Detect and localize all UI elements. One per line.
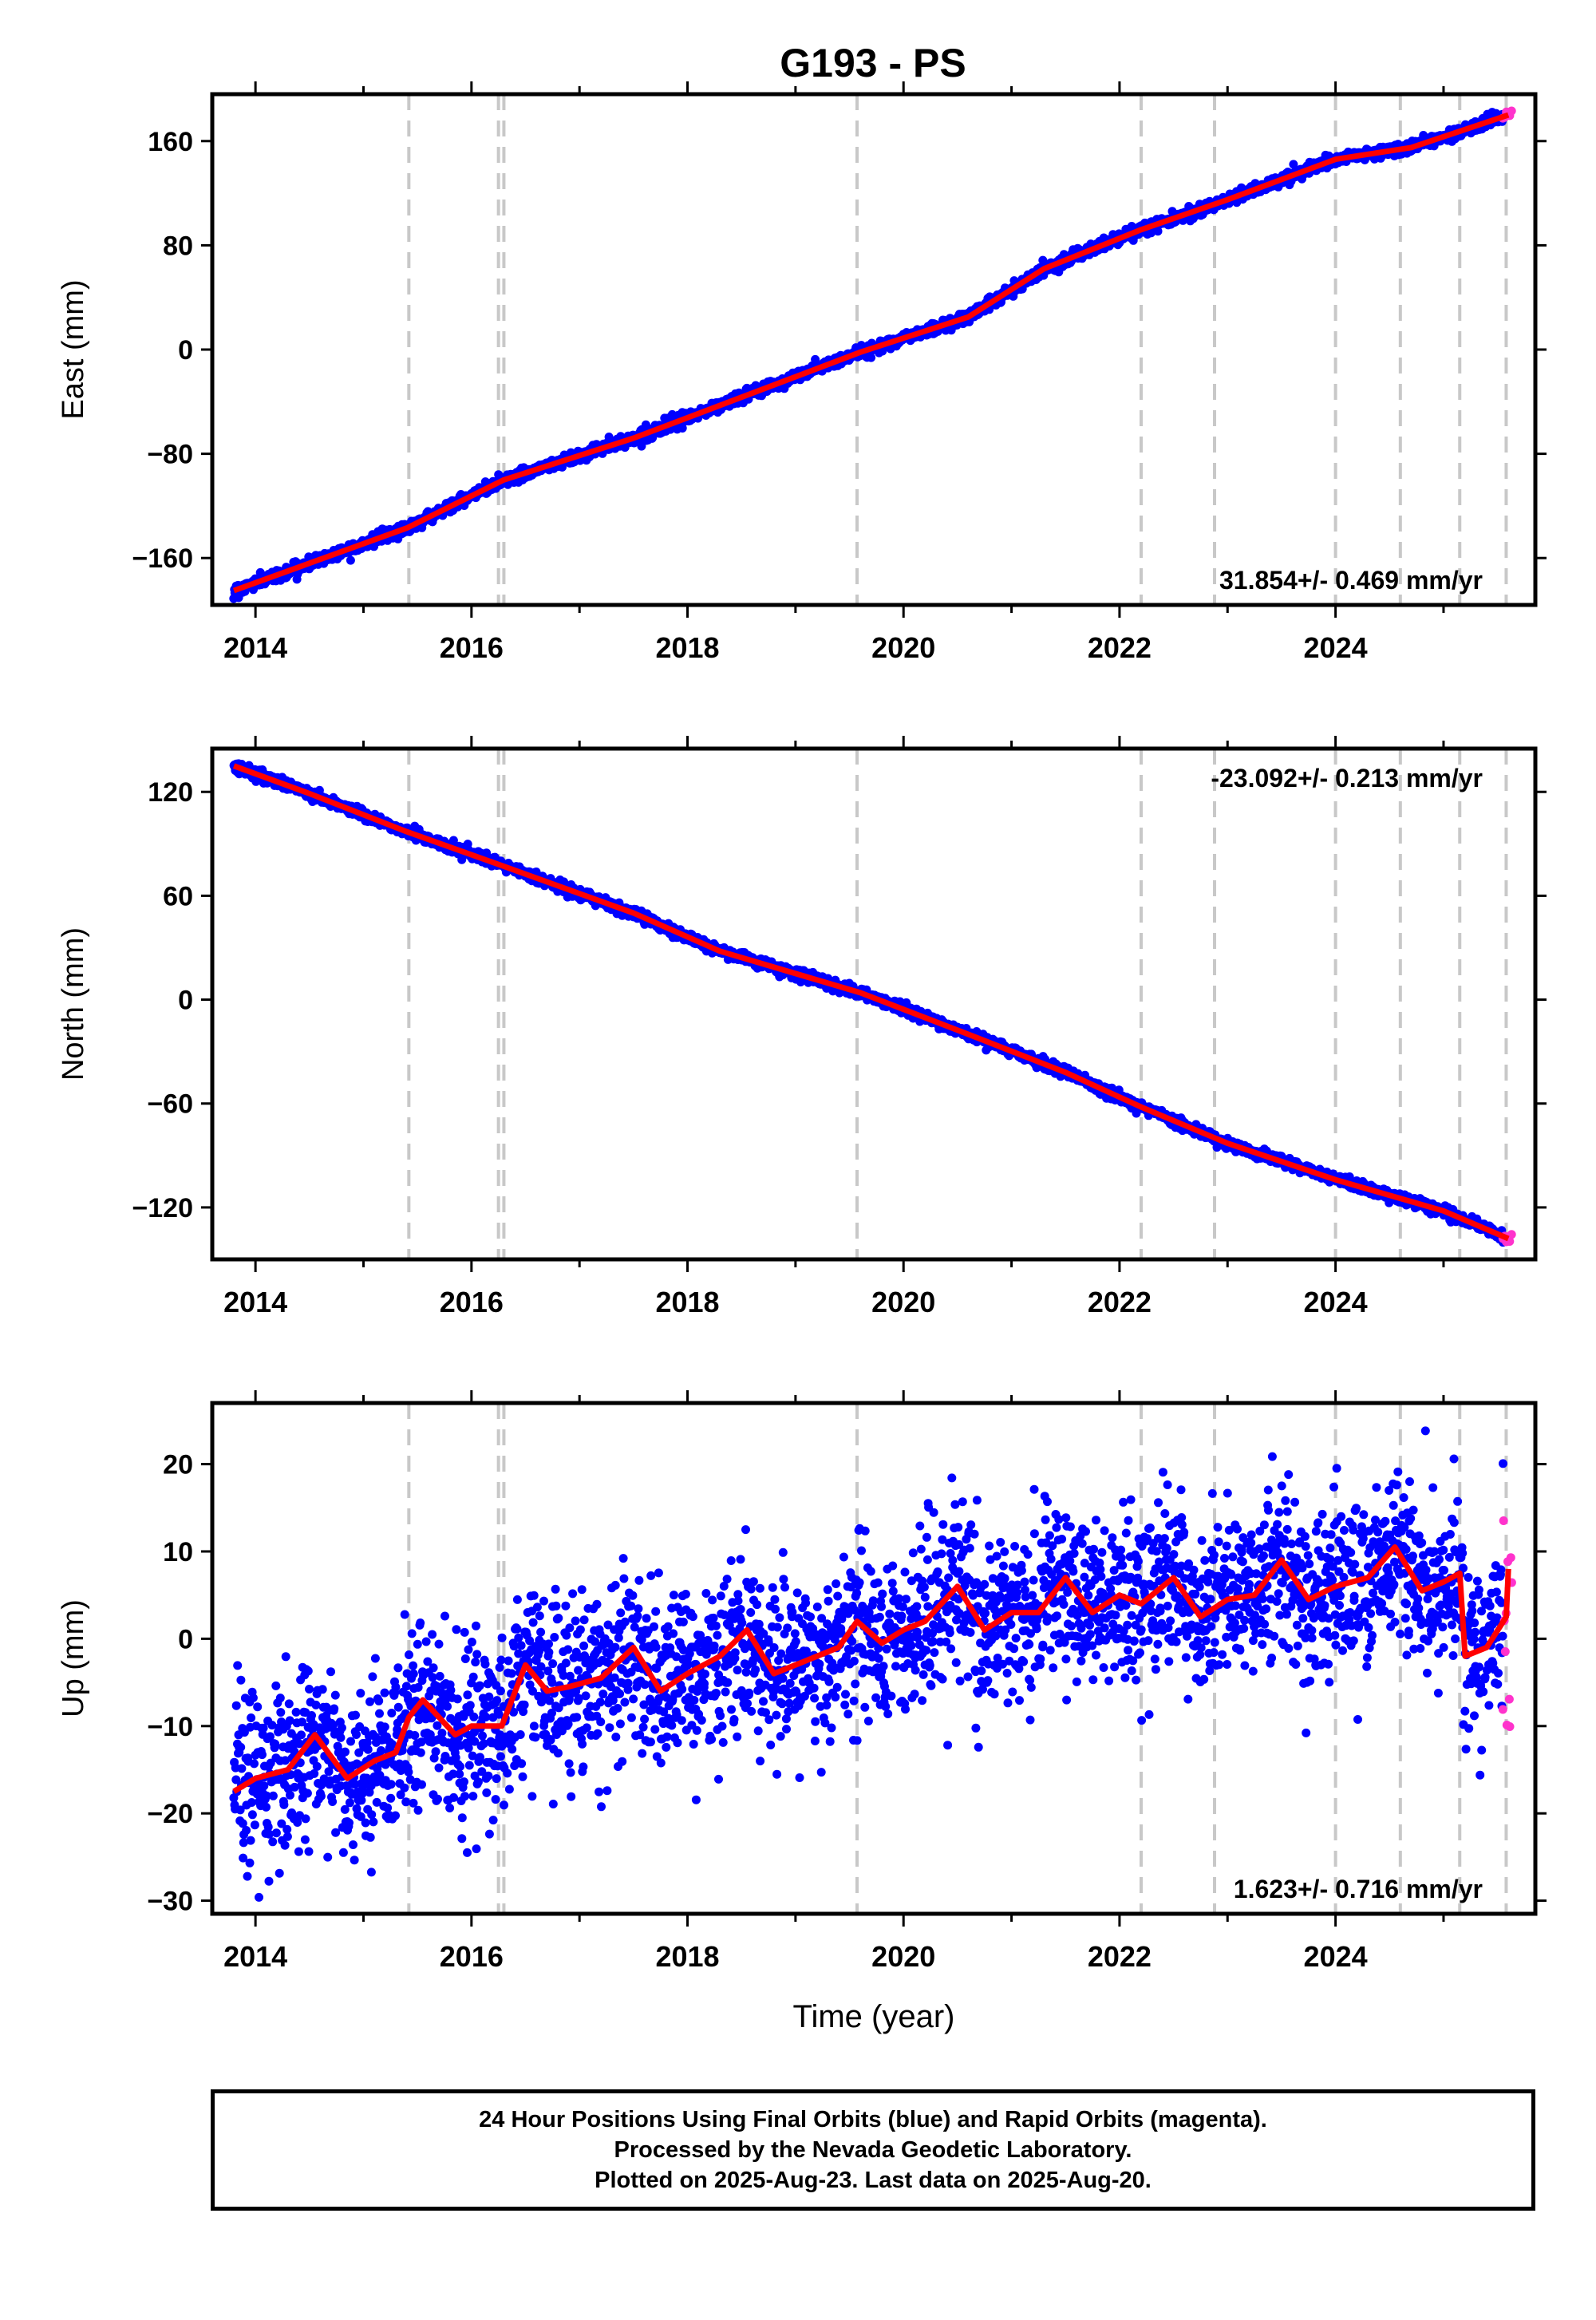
data-point — [346, 556, 355, 565]
chart-title: G193 - PS — [780, 41, 966, 85]
x-tick-label: 2020 — [871, 631, 935, 664]
y-axis-label: East (mm) — [57, 279, 90, 419]
x-tick-label: 2014 — [223, 631, 287, 664]
x-tick-label: 2022 — [1088, 631, 1152, 664]
y-tick-label: −80 — [147, 440, 193, 470]
plot-area-north — [230, 749, 1516, 1259]
y-tick-label: 0 — [178, 335, 193, 366]
x-tick-label: 2024 — [1304, 631, 1368, 664]
y-tick-label: 160 — [148, 127, 193, 157]
data-point — [1507, 107, 1516, 116]
x-tick-label: 2016 — [440, 631, 504, 664]
panel-east: −160 −80 0 80 160 2014 2016 2018 2020 2022 2024 Eas… — [57, 81, 1547, 664]
y-tick-label: 80 — [163, 231, 193, 261]
data-point — [867, 354, 875, 362]
rate-label: 31.854+/- 0.469 mm/yr — [1219, 566, 1483, 595]
y-tick-label: −160 — [132, 543, 193, 574]
x-tick-label: 2018 — [655, 631, 719, 664]
plot-area-east — [229, 94, 1515, 605]
series-final-orbits — [229, 108, 1507, 603]
